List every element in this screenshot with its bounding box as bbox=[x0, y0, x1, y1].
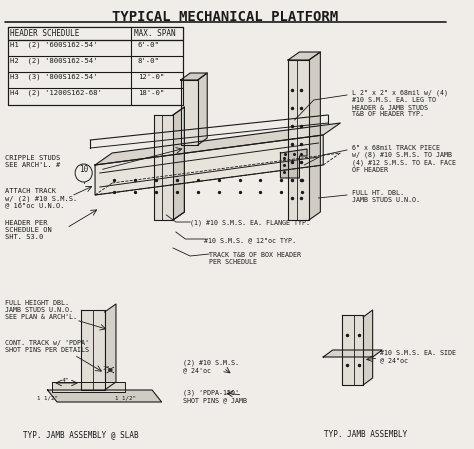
Text: 1 1/2": 1 1/2" bbox=[115, 396, 136, 401]
Text: 1 1/2": 1 1/2" bbox=[37, 396, 58, 401]
Text: 8'-0": 8'-0" bbox=[138, 58, 160, 64]
Text: MAX. SPAN: MAX. SPAN bbox=[134, 29, 176, 38]
Polygon shape bbox=[281, 149, 307, 178]
Text: H1  (2) '600S162-54': H1 (2) '600S162-54' bbox=[10, 42, 98, 48]
Polygon shape bbox=[181, 73, 207, 80]
Text: ATTACH TRACK
w/ (2) #10 S.M.S.
@ 16"oc U.N.O.: ATTACH TRACK w/ (2) #10 S.M.S. @ 16"oc U… bbox=[5, 188, 77, 208]
Text: TYP. JAMB ASSEMBLY: TYP. JAMB ASSEMBLY bbox=[324, 430, 408, 439]
Polygon shape bbox=[81, 310, 105, 390]
Circle shape bbox=[75, 164, 92, 182]
Text: TYPICAL MECHANICAL PLATFORM: TYPICAL MECHANICAL PLATFORM bbox=[112, 10, 338, 24]
Text: CONT. TRACK w/ 'PDPA'
SHOT PINS PER DETAILS: CONT. TRACK w/ 'PDPA' SHOT PINS PER DETA… bbox=[5, 340, 89, 353]
Polygon shape bbox=[154, 115, 173, 220]
Bar bbox=[8, 27, 183, 40]
Text: #10 S.M.S. @ 12"oc TYP.: #10 S.M.S. @ 12"oc TYP. bbox=[204, 237, 296, 243]
Text: HEADER SCHEDULE: HEADER SCHEDULE bbox=[10, 29, 80, 38]
Text: (3) 'PDPA-150'
SHOT PINS @ JAMB: (3) 'PDPA-150' SHOT PINS @ JAMB bbox=[182, 390, 246, 404]
Text: #10 S.M.S. EA. SIDE
@ 24"oc: #10 S.M.S. EA. SIDE @ 24"oc bbox=[380, 350, 456, 363]
Text: FULL HT. DBL.
JAMB STUDS U.N.O.: FULL HT. DBL. JAMB STUDS U.N.O. bbox=[352, 190, 420, 203]
Polygon shape bbox=[342, 315, 363, 385]
Polygon shape bbox=[52, 382, 126, 392]
Polygon shape bbox=[323, 350, 382, 357]
Polygon shape bbox=[173, 107, 184, 220]
Text: 4": 4" bbox=[62, 378, 69, 383]
Text: HEADER PER
SCHEDULE ON
SHT. S3.0: HEADER PER SCHEDULE ON SHT. S3.0 bbox=[5, 220, 52, 240]
Bar bbox=[8, 27, 183, 105]
Text: 18'-0": 18'-0" bbox=[138, 90, 164, 96]
Polygon shape bbox=[181, 80, 198, 145]
Text: TYP. JAMB ASSEMBLY @ SLAB: TYP. JAMB ASSEMBLY @ SLAB bbox=[23, 430, 138, 439]
Text: H4  (2) '1200S162-68': H4 (2) '1200S162-68' bbox=[10, 90, 102, 97]
Text: (1) #10 S.M.S. EA. FLANGE TYP.: (1) #10 S.M.S. EA. FLANGE TYP. bbox=[190, 220, 310, 226]
Polygon shape bbox=[95, 135, 323, 195]
Text: FULL HEIGHT DBL.
JAMB STUDS U.N.O.
SEE PLAN & ARCH'L.: FULL HEIGHT DBL. JAMB STUDS U.N.O. SEE P… bbox=[5, 300, 77, 320]
Text: TRACK T&B OF BOX HEADER
PER SCHEDULE: TRACK T&B OF BOX HEADER PER SCHEDULE bbox=[209, 252, 301, 265]
Polygon shape bbox=[288, 60, 309, 220]
Text: L 2" x 2" x 68mil w/ (4)
#10 S.M.S. EA. LEG TO
HEADER & JAMB STUDS
T&B OF HEADER: L 2" x 2" x 68mil w/ (4) #10 S.M.S. EA. … bbox=[352, 90, 448, 118]
Polygon shape bbox=[309, 52, 320, 220]
Text: H2  (2) '800S162-54': H2 (2) '800S162-54' bbox=[10, 58, 98, 65]
Polygon shape bbox=[95, 123, 340, 165]
Text: 2": 2" bbox=[103, 366, 110, 371]
Text: 10: 10 bbox=[79, 166, 88, 175]
Polygon shape bbox=[363, 310, 373, 385]
Text: 12'-0": 12'-0" bbox=[138, 74, 164, 80]
Text: H3  (3) '800S162-54': H3 (3) '800S162-54' bbox=[10, 74, 98, 80]
Text: 6'-0": 6'-0" bbox=[138, 42, 160, 48]
Polygon shape bbox=[198, 73, 207, 145]
Text: 6" x 68mil TRACK PIECE
w/ (8) #10 S.M.S. TO JAMB
(4) #12 S.M.S. TO EA. FACE
OF H: 6" x 68mil TRACK PIECE w/ (8) #10 S.M.S.… bbox=[352, 145, 456, 173]
Polygon shape bbox=[288, 52, 320, 60]
Polygon shape bbox=[47, 390, 162, 402]
Text: (2) #10 S.M.S.
@ 24'oc: (2) #10 S.M.S. @ 24'oc bbox=[182, 360, 238, 374]
Polygon shape bbox=[105, 304, 116, 390]
Text: CRIPPLE STUDS
SEE ARCH'L. #: CRIPPLE STUDS SEE ARCH'L. # bbox=[5, 155, 60, 168]
